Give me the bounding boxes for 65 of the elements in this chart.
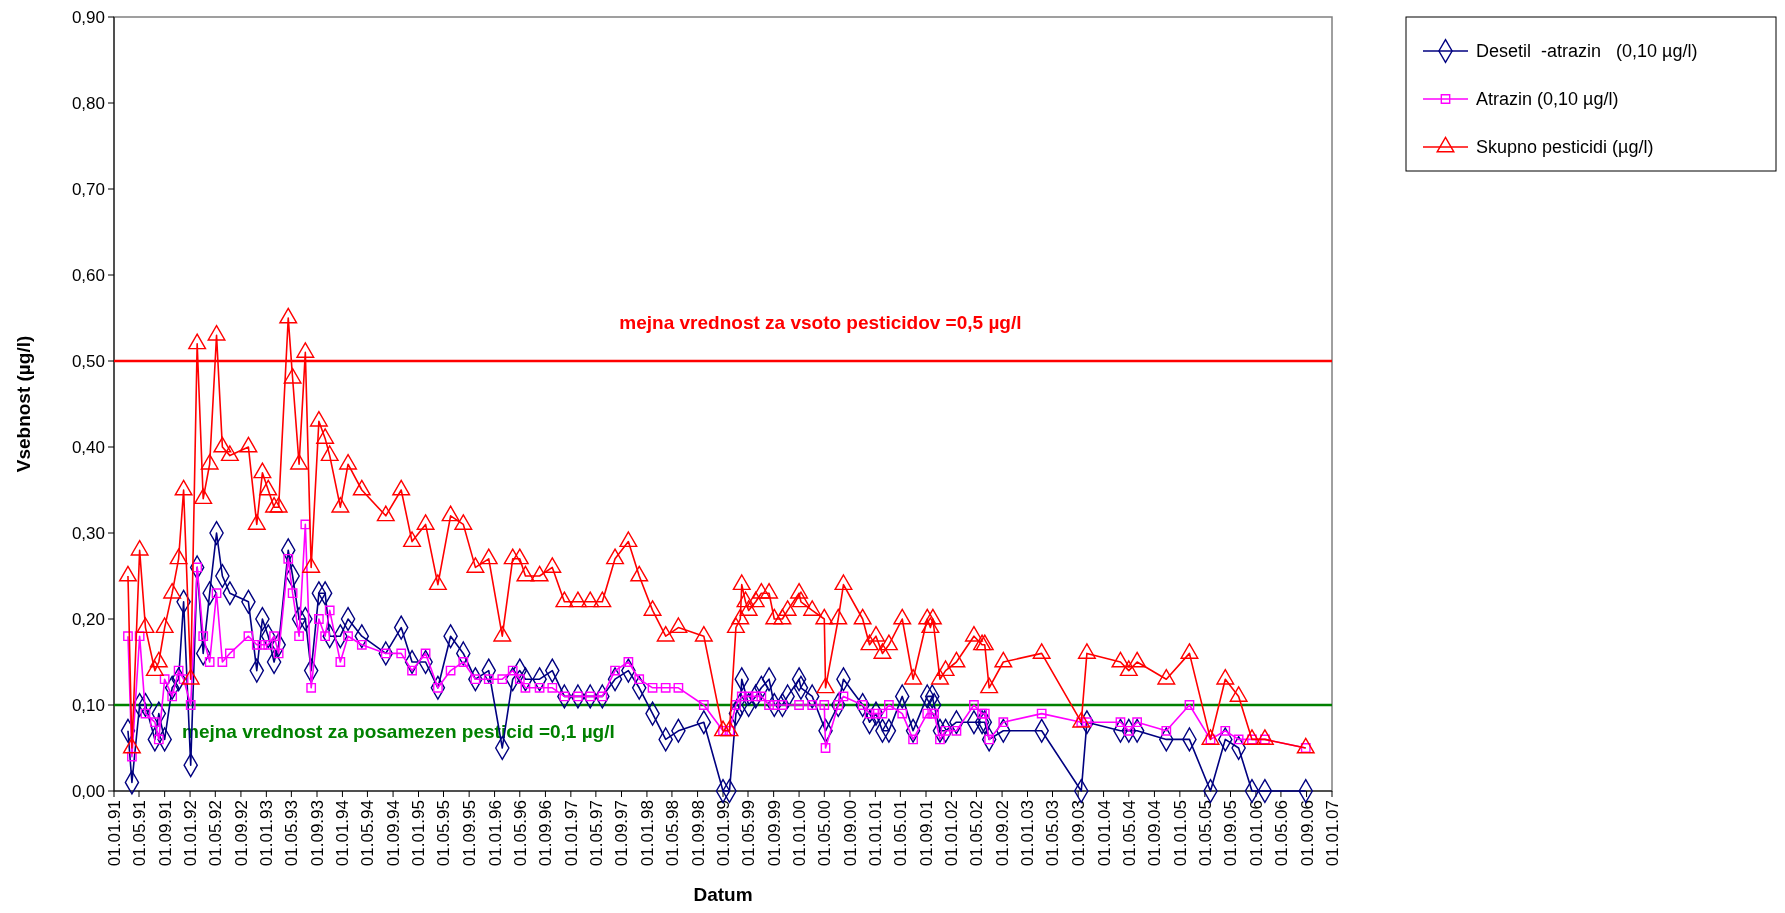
x-tick-label: 01.05.96 — [510, 800, 530, 867]
x-tick-label: 01.05.06 — [1271, 800, 1291, 867]
x-tick-label: 01.09.99 — [764, 800, 784, 867]
y-tick-label: 0,00 — [71, 781, 105, 801]
x-tick-label: 01.01.99 — [713, 800, 733, 867]
x-tick-label: 01.01.98 — [637, 800, 657, 867]
x-tick-label: 01.09.00 — [840, 800, 860, 867]
x-tick-label: 01.09.95 — [460, 800, 480, 867]
x-tick-label: 01.01.97 — [561, 800, 581, 867]
x-tick-label: 01.05.92 — [206, 800, 226, 867]
x-tick-label: 01.09.02 — [993, 800, 1013, 867]
x-tick-label: 01.09.92 — [231, 800, 251, 867]
y-tick-label: 0,30 — [71, 523, 105, 543]
x-tick-label: 01.09.91 — [155, 800, 175, 867]
x-tick-label: 01.01.92 — [181, 800, 201, 867]
x-tick-label: 01.05.00 — [815, 800, 835, 867]
x-tick-label: 01.09.04 — [1145, 800, 1165, 867]
x-tick-label: 01.01.96 — [485, 800, 505, 867]
x-tick-label: 01.01.95 — [409, 800, 429, 867]
x-tick-label: 01.09.94 — [384, 800, 404, 867]
x-tick-label: 01.05.01 — [891, 800, 911, 867]
y-tick-label: 0,50 — [71, 351, 105, 371]
x-tick-label: 01.05.98 — [662, 800, 682, 867]
x-tick-label: 01.05.94 — [358, 800, 378, 867]
y-axis-title: Vsebnost (µg/l) — [13, 335, 34, 473]
x-tick-label: 01.05.93 — [282, 800, 302, 867]
x-tick-label: 01.01.91 — [104, 800, 124, 867]
legend-label: Desetil -atrazin (0,10 µg/l) — [1476, 41, 1698, 62]
x-tick-label: 01.01.02 — [942, 800, 962, 867]
x-tick-label: 01.09.05 — [1221, 800, 1241, 867]
legend-label: Skupno pesticidi (µg/l) — [1476, 137, 1654, 158]
y-tick-label: 0,80 — [71, 93, 105, 113]
y-tick-label: 0,60 — [71, 265, 105, 285]
legend-label: Atrazin (0,10 µg/l) — [1476, 89, 1619, 110]
y-tick-label: 0,40 — [71, 437, 105, 457]
y-tick-label: 0,20 — [71, 609, 105, 629]
x-tick-label: 01.01.03 — [1018, 800, 1038, 867]
x-tick-label: 01.01.01 — [866, 800, 886, 867]
x-tick-label: 01.01.04 — [1094, 800, 1114, 867]
x-tick-label: 01.01.07 — [1322, 800, 1342, 867]
x-tick-label: 01.09.98 — [688, 800, 708, 867]
x-tick-label: 01.05.05 — [1195, 800, 1215, 867]
x-tick-label: 01.09.03 — [1069, 800, 1089, 867]
x-tick-label: 01.05.02 — [967, 800, 987, 867]
x-tick-label: 01.09.06 — [1297, 800, 1317, 867]
x-tick-label: 01.05.97 — [586, 800, 606, 867]
y-tick-label: 0,10 — [71, 695, 105, 715]
x-tick-label: 01.01.93 — [257, 800, 277, 867]
x-tick-label: 01.09.97 — [612, 800, 632, 867]
x-tick-label: 01.05.95 — [434, 800, 454, 867]
x-tick-label: 01.09.96 — [536, 800, 556, 867]
x-tick-label: 01.01.05 — [1170, 800, 1190, 867]
x-tick-label: 01.05.03 — [1043, 800, 1063, 867]
x-tick-label: 01.05.91 — [129, 800, 149, 867]
x-tick-label: 01.01.00 — [790, 800, 810, 867]
x-tick-label: 01.01.06 — [1246, 800, 1266, 867]
y-tick-label: 0,70 — [71, 179, 105, 199]
x-tick-label: 01.05.99 — [738, 800, 758, 867]
ref-line-label: mejna vrednost za vsoto pesticidov =0,5 µg/l — [619, 312, 1022, 333]
x-tick-label: 01.09.01 — [916, 800, 936, 867]
x-tick-label: 01.01.94 — [333, 800, 353, 867]
x-axis-title: Datum — [693, 884, 753, 905]
x-tick-label: 01.09.93 — [307, 800, 327, 867]
x-tick-label: 01.05.04 — [1119, 800, 1139, 867]
y-tick-label: 0,90 — [71, 7, 105, 27]
